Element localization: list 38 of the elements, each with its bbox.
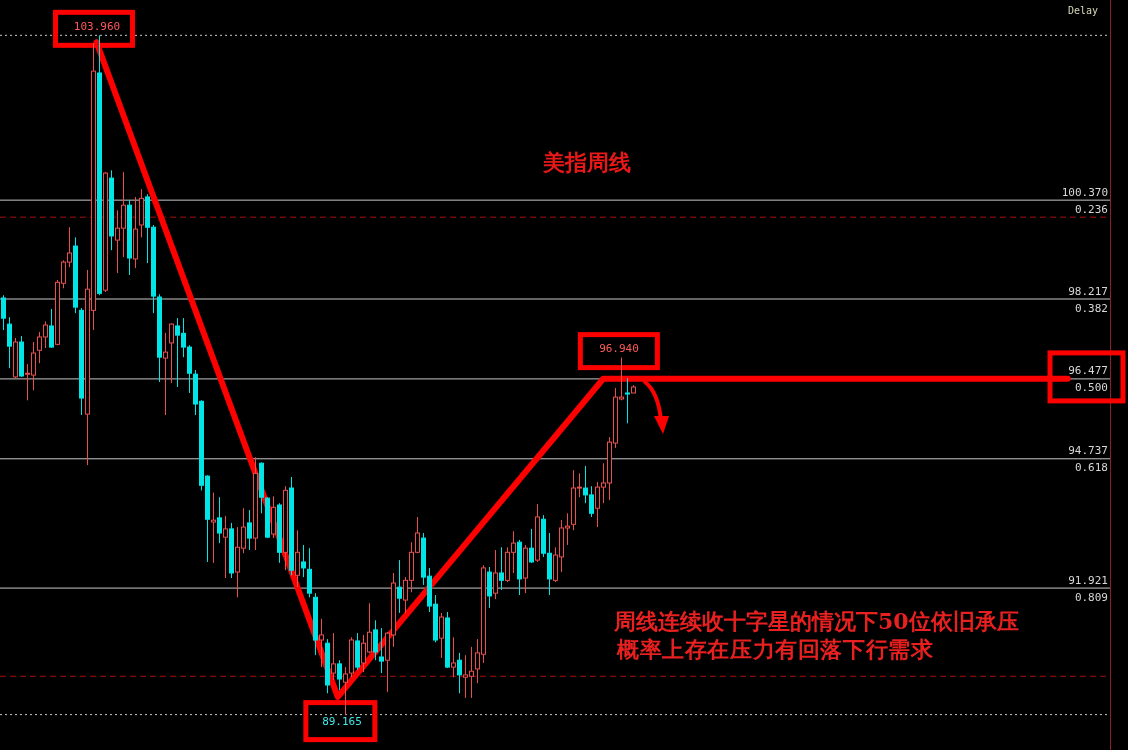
candlestick [457,652,462,694]
candlestick [625,377,630,424]
annotation: 0.500 [1074,381,1108,395]
annotation: 概率上存在压力有回落下行需求 [617,635,935,663]
candlestick [253,456,258,551]
ref-line-label: 100.370 [1061,185,1108,199]
candlestick [451,636,456,678]
candlestick [139,188,144,238]
ref-line-label: 94.737 [1068,444,1108,458]
text: Delay [1068,5,1099,17]
candlestick [499,546,504,591]
candlestick [295,529,300,588]
annotation: 96.940 [599,342,639,356]
annotation: 89.165 [322,715,362,729]
candlestick [313,592,318,656]
candlestick [397,559,402,614]
annotation: 103.960 [73,19,121,33]
ref-line-label: 98.217 [1068,284,1108,298]
candlestick [523,544,528,594]
candlestick [217,496,222,544]
ref-line-label: 96.477 [1068,364,1108,378]
annotation: 0.236 [1074,202,1108,216]
ref-line-label: 91.921 [1068,573,1108,587]
text: 美指周线 [543,149,631,175]
candlestick [247,509,252,551]
annotation: 周线连续收十字星的情况下50位依旧承压 [614,607,1019,635]
candlestick [319,618,324,668]
candlestick [517,539,522,596]
candlestick [379,627,384,674]
candlestick [79,307,84,416]
annotation: 0.382 [1074,301,1108,315]
candlestick [223,515,228,579]
annotation: 0.618 [1074,461,1108,475]
candlestick [211,492,216,564]
candlestick [163,332,168,416]
candlestick [283,485,288,571]
annotation: 0.809 [1074,590,1108,604]
candlestick [127,199,132,276]
